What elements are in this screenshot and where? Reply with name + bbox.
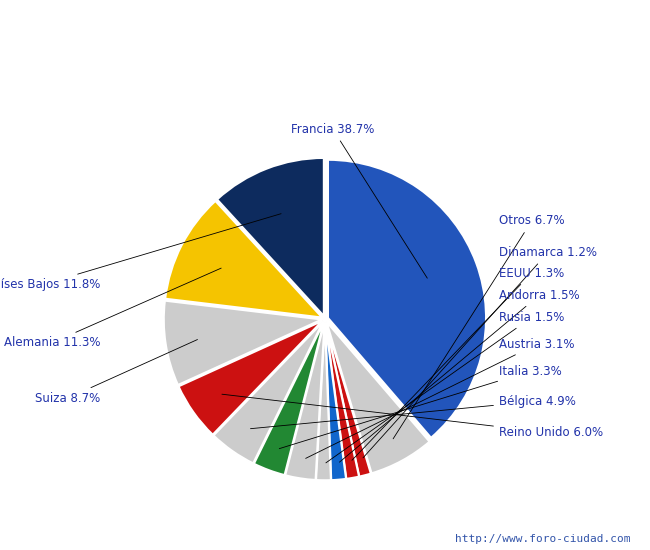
- Text: Rusia 1.5%: Rusia 1.5%: [326, 311, 564, 463]
- Text: Países Bajos 11.8%: Países Bajos 11.8%: [0, 214, 281, 291]
- Wedge shape: [164, 301, 322, 385]
- Wedge shape: [213, 322, 323, 463]
- Wedge shape: [165, 201, 322, 317]
- Text: http://www.foro-ciudad.com: http://www.foro-ciudad.com: [455, 534, 630, 544]
- Text: Italia 3.3%: Italia 3.3%: [280, 365, 562, 449]
- Text: Suiza 8.7%: Suiza 8.7%: [35, 339, 198, 405]
- Wedge shape: [285, 322, 324, 480]
- Text: Dinamarca 1.2%: Dinamarca 1.2%: [363, 246, 597, 458]
- Text: EEUU 1.3%: EEUU 1.3%: [352, 267, 564, 460]
- Wedge shape: [328, 160, 486, 438]
- Text: Andorra 1.5%: Andorra 1.5%: [339, 289, 580, 462]
- Text: Bélgica 4.9%: Bélgica 4.9%: [250, 395, 576, 428]
- Text: Otros 6.7%: Otros 6.7%: [393, 214, 565, 439]
- Text: Alemania 11.3%: Alemania 11.3%: [4, 268, 221, 349]
- Wedge shape: [217, 158, 324, 316]
- Wedge shape: [326, 322, 371, 476]
- Text: Reino Unido 6.0%: Reino Unido 6.0%: [222, 394, 603, 439]
- Wedge shape: [254, 322, 324, 475]
- Wedge shape: [325, 322, 346, 480]
- Wedge shape: [179, 321, 322, 434]
- Wedge shape: [316, 322, 331, 480]
- Text: Austria 3.1%: Austria 3.1%: [306, 338, 575, 458]
- Wedge shape: [326, 322, 359, 479]
- Wedge shape: [326, 322, 430, 474]
- Text: Francia 38.7%: Francia 38.7%: [291, 123, 427, 278]
- Text: Santa Cristina d'Aro - Turistas extranjeros según país - Abril de 2024: Santa Cristina d'Aro - Turistas extranje…: [74, 15, 576, 31]
